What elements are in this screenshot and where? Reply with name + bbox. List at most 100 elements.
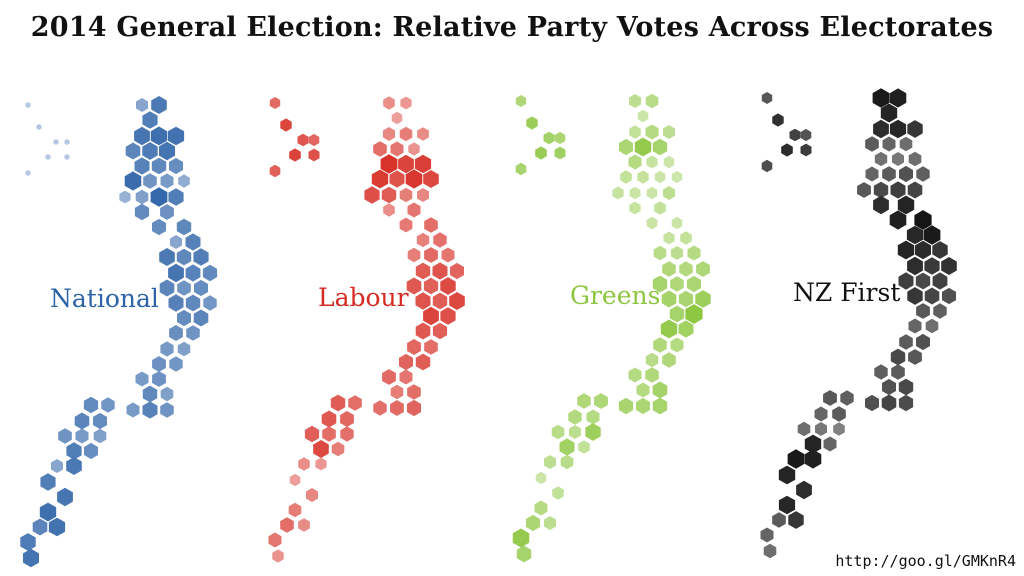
electorate-hex bbox=[159, 141, 175, 161]
electorate-hex bbox=[407, 399, 421, 417]
electorate-hex bbox=[373, 400, 387, 416]
electorate-hex bbox=[313, 440, 329, 458]
electorate-hex bbox=[389, 170, 405, 188]
electorate-hex bbox=[64, 154, 70, 160]
electorate-hex bbox=[916, 303, 930, 319]
electorate-hex bbox=[662, 261, 676, 277]
electorate-hex bbox=[424, 339, 438, 355]
electorate-hex bbox=[390, 141, 404, 157]
electorate-hex bbox=[58, 428, 72, 444]
electorate-hex bbox=[663, 155, 675, 169]
electorate-hex bbox=[193, 309, 209, 327]
electorate-hex bbox=[796, 480, 812, 500]
electorate-hex bbox=[526, 116, 538, 130]
electorate-hex bbox=[304, 425, 320, 443]
electorate-hex bbox=[167, 126, 185, 146]
electorate-hex bbox=[75, 428, 89, 444]
electorate-hex bbox=[874, 364, 888, 380]
electorate-hex bbox=[544, 455, 556, 469]
electorate-hex bbox=[646, 216, 658, 230]
electorate-hex bbox=[646, 186, 658, 200]
electorate-hex bbox=[873, 195, 889, 215]
electorate-hex bbox=[671, 246, 683, 260]
electorate-hex bbox=[840, 390, 854, 406]
electorate-hex bbox=[772, 113, 784, 127]
electorate-hex bbox=[185, 264, 201, 282]
electorate-hex bbox=[340, 411, 354, 427]
electorate-hex bbox=[185, 294, 201, 312]
electorate-hex bbox=[57, 487, 73, 507]
electorate-hex bbox=[612, 186, 624, 200]
electorate-hex bbox=[899, 165, 913, 183]
electorate-hex bbox=[645, 93, 659, 109]
source-link[interactable]: http://goo.gl/GMKnR4 bbox=[835, 552, 1016, 570]
electorate-hex bbox=[203, 295, 217, 311]
electorate-hex bbox=[890, 181, 906, 199]
electorate-hex bbox=[892, 152, 904, 166]
electorate-hex bbox=[383, 96, 395, 110]
electorate-hex bbox=[680, 231, 692, 245]
electorate-hex bbox=[83, 396, 99, 414]
electorate-hex bbox=[417, 127, 429, 141]
electorate-hex bbox=[269, 97, 281, 109]
electorate-hex bbox=[660, 319, 678, 339]
electorate-hex bbox=[636, 382, 650, 398]
electorate-hex bbox=[142, 111, 158, 129]
electorate-hex bbox=[399, 353, 413, 371]
electorate-hex bbox=[923, 225, 941, 245]
electorate-hex bbox=[289, 473, 301, 487]
electorate-hex bbox=[440, 307, 456, 325]
panel-greens: Greens bbox=[512, 93, 711, 563]
electorate-hex bbox=[185, 233, 201, 251]
electorate-hex bbox=[440, 277, 456, 295]
electorate-hex bbox=[662, 352, 676, 368]
electorate-hex bbox=[159, 279, 175, 297]
electorate-hex bbox=[890, 348, 906, 366]
electorate-hex bbox=[628, 367, 642, 383]
electorate-hex bbox=[559, 438, 575, 456]
electorate-hex bbox=[407, 339, 421, 355]
electorate-hex bbox=[669, 305, 685, 323]
electorate-hex bbox=[151, 96, 167, 114]
electorate-hex bbox=[417, 188, 429, 202]
electorate-hex bbox=[272, 549, 284, 563]
electorate-hex bbox=[93, 412, 107, 430]
electorate-hex bbox=[23, 548, 39, 568]
electorate-hex bbox=[645, 124, 659, 140]
electorate-hex bbox=[670, 337, 684, 353]
electorate-hex bbox=[594, 393, 608, 409]
electorate-hex bbox=[399, 369, 413, 385]
electorate-hex bbox=[814, 406, 828, 422]
electorate-hex bbox=[560, 454, 574, 470]
electorate-hex bbox=[177, 341, 191, 357]
electorate-hex bbox=[889, 210, 907, 230]
electorate-hex bbox=[914, 210, 932, 230]
electorate-hex bbox=[93, 428, 107, 444]
electorate-hex bbox=[833, 422, 845, 436]
electorate-hex bbox=[150, 187, 168, 207]
electorate-hex bbox=[671, 216, 683, 230]
electorate-hex bbox=[134, 126, 150, 146]
electorate-hex bbox=[53, 139, 59, 145]
electorate-hex bbox=[645, 352, 659, 368]
electorate-hex bbox=[915, 272, 931, 290]
electorate-hex bbox=[898, 394, 914, 412]
electorate-hex bbox=[906, 225, 924, 245]
electorate-hex bbox=[416, 232, 430, 248]
electorate-hex bbox=[151, 157, 167, 175]
electorate-hex bbox=[39, 502, 57, 522]
electorate-hex bbox=[321, 410, 337, 428]
electorate-hex bbox=[696, 261, 710, 277]
electorate-hex bbox=[169, 325, 183, 341]
electorate-hex bbox=[415, 292, 431, 310]
electorate-hex bbox=[578, 440, 590, 454]
electorate-hex bbox=[654, 170, 666, 184]
electorate-hex bbox=[788, 511, 804, 529]
electorate-hex bbox=[373, 141, 387, 157]
electorate-hex bbox=[432, 262, 448, 280]
electorate-hex bbox=[586, 409, 600, 425]
electorate-hex bbox=[882, 136, 896, 152]
electorate-hex bbox=[535, 471, 547, 485]
electorate-hex bbox=[124, 171, 142, 191]
